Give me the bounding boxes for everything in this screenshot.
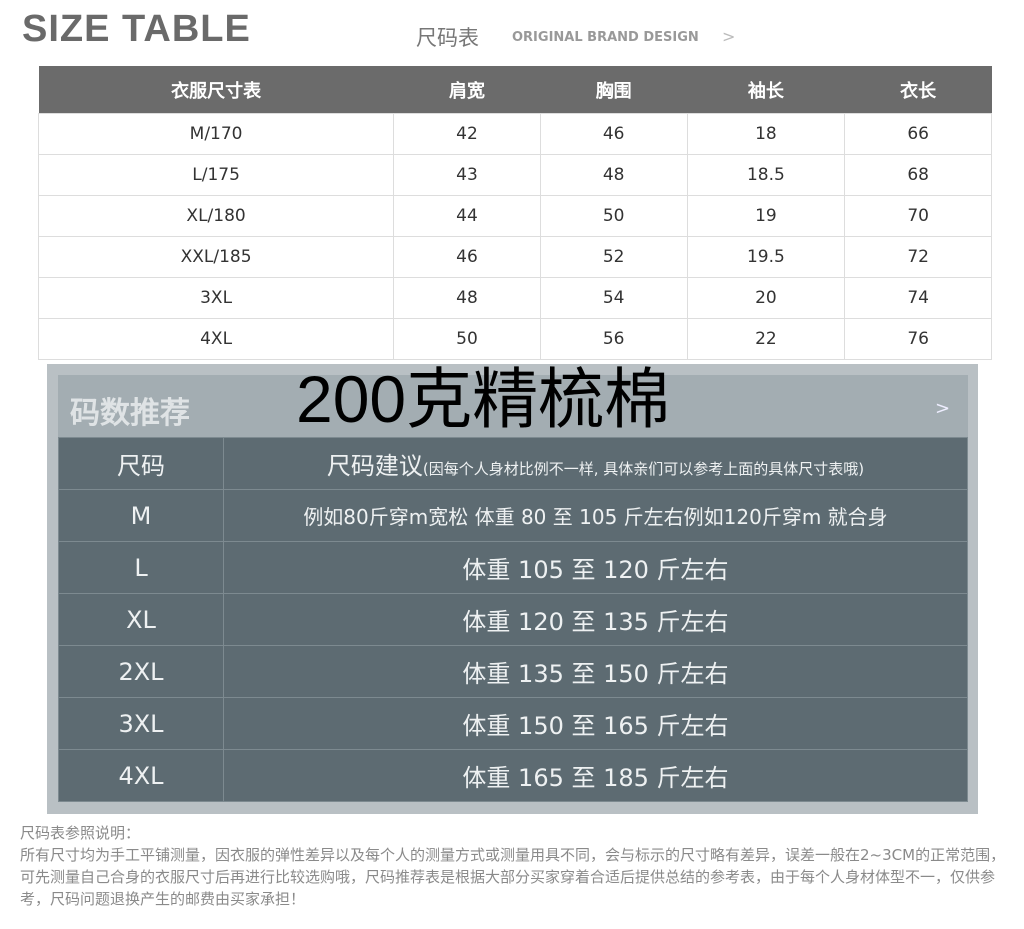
advice-label: 尺码建议 (326, 452, 423, 480)
ghost-title: 码数推荐 (70, 396, 190, 431)
table-cell: 50 (393, 318, 541, 360)
table-cell: XL/180 (37, 195, 395, 237)
column-header: 衣长 (844, 66, 992, 114)
subtitle-en: ORIGINAL BRAND DESIGN (512, 30, 699, 45)
table-row: XL/180 44 50 19 70 (37, 195, 992, 237)
table-cell: 68 (844, 154, 992, 196)
table-cell: 46 (539, 113, 688, 155)
recommend-header-row: 尺码 尺码建议(因每个人身材比例不一样, 具体亲们可以参考上面的具体尺寸表哦) (58, 437, 968, 490)
size-cell: 4XL (58, 749, 224, 802)
advice-cell: 体重 150 至 165 斤左右 (223, 697, 968, 750)
column-header: 胸围 (540, 66, 688, 114)
table-cell: 48 (539, 154, 688, 196)
advice-cell: 体重 135 至 150 斤左右 (223, 645, 968, 698)
recommend-row: 2XL 体重 135 至 150 斤左右 (58, 645, 968, 698)
table-cell: 50 (539, 195, 688, 237)
table-row: XXL/185 46 52 19.5 72 (37, 236, 992, 278)
column-header: 衣服尺寸表 (38, 66, 394, 114)
table-cell: 54 (539, 277, 688, 319)
table-cell: M/170 (37, 113, 395, 155)
table-cell: XXL/185 (37, 236, 395, 278)
footer-notes: 尺码表参照说明： 所有尺寸均为手工平铺测量，因衣服的弹性差异以及每个人的测量方式… (20, 822, 1010, 910)
subtitle-cn: 尺码表 (416, 26, 479, 50)
column-header: 肩宽 (393, 66, 541, 114)
size-header: 尺码 (58, 437, 224, 490)
size-cell: 3XL (58, 697, 224, 750)
recommend-row: 3XL 体重 150 至 165 斤左右 (58, 697, 968, 750)
overlay-title: 200克精梳棉 (296, 362, 671, 436)
table-cell: L/175 (37, 154, 395, 196)
recommend-row: 4XL 体重 165 至 185 斤左右 (58, 749, 968, 802)
table-cell: 42 (393, 113, 541, 155)
table-cell: 18 (686, 113, 846, 155)
table-cell: 52 (539, 236, 688, 278)
recommend-banner (58, 375, 968, 437)
table-cell: 4XL (37, 318, 395, 360)
column-header: 袖长 (687, 66, 845, 114)
table-cell: 44 (393, 195, 541, 237)
table-cell: 46 (393, 236, 541, 278)
table-cell: 48 (393, 277, 541, 319)
chevron-right-icon: > (935, 398, 951, 419)
table-row: L/175 43 48 18.5 68 (37, 154, 992, 196)
recommend-row: L 体重 105 至 120 斤左右 (58, 541, 968, 594)
table-cell: 20 (686, 277, 846, 319)
size-cell: M (58, 489, 224, 542)
table-cell: 74 (844, 277, 992, 319)
table-cell: 66 (844, 113, 992, 155)
footer-heading: 尺码表参照说明： (20, 824, 141, 842)
table-cell: 43 (393, 154, 541, 196)
chevron-right-icon: > (722, 27, 736, 46)
recommend-table: 尺码 尺码建议(因每个人身材比例不一样, 具体亲们可以参考上面的具体尺寸表哦) … (58, 437, 968, 802)
table-cell: 3XL (37, 277, 395, 319)
size-cell: L (58, 541, 224, 594)
recommend-row: XL 体重 120 至 135 斤左右 (58, 593, 968, 646)
advice-header: 尺码建议(因每个人身材比例不一样, 具体亲们可以参考上面的具体尺寸表哦) (223, 437, 968, 490)
footer-body: 所有尺寸均为手工平铺测量，因衣服的弹性差异以及每个人的测量方式或测量用具不同，会… (20, 846, 1006, 908)
page-title: SIZE TABLE (22, 8, 251, 50)
advice-cell: 体重 165 至 185 斤左右 (223, 749, 968, 802)
advice-cell: 体重 120 至 135 斤左右 (223, 593, 968, 646)
table-cell: 18.5 (686, 154, 846, 196)
advice-note: (因每个人身材比例不一样, 具体亲们可以参考上面的具体尺寸表哦) (422, 460, 865, 478)
table-row: 4XL 50 56 22 76 (37, 318, 992, 360)
size-cell: XL (58, 593, 224, 646)
table-cell: 19 (686, 195, 846, 237)
table-cell: 19.5 (686, 236, 846, 278)
recommend-row: M 例如80斤穿m宽松 体重 80 至 105 斤左右例如120斤穿m 就合身 (58, 489, 968, 542)
advice-cell: 体重 105 至 120 斤左右 (223, 541, 968, 594)
size-table: 衣服尺寸表 肩宽 胸围 袖长 衣长 M/170 42 46 18 66 L/175 43 48 18.5 6… (37, 66, 992, 360)
table-row: 3XL 48 54 20 74 (37, 277, 992, 319)
table-cell: 56 (539, 318, 688, 360)
table-cell: 22 (686, 318, 846, 360)
advice-cell: 例如80斤穿m宽松 体重 80 至 105 斤左右例如120斤穿m 就合身 (223, 489, 968, 542)
table-row: M/170 42 46 18 66 (37, 113, 992, 155)
table-cell: 70 (844, 195, 992, 237)
size-cell: 2XL (58, 645, 224, 698)
table-cell: 72 (844, 236, 992, 278)
table-cell: 76 (844, 318, 992, 360)
